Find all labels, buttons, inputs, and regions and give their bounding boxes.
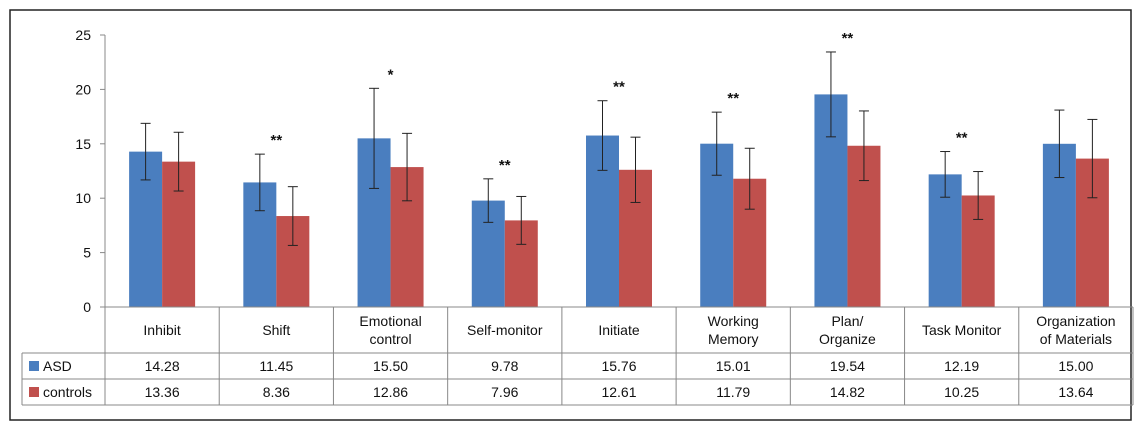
- data-table-value: 11.79: [716, 384, 750, 400]
- category-label: Shift: [262, 322, 290, 338]
- category-label: Organize: [819, 331, 876, 347]
- chart-border: [9, 9, 1132, 421]
- data-table-value: 13.64: [1058, 384, 1093, 400]
- category-label: control: [370, 331, 412, 347]
- error-bars: [140, 51, 1098, 246]
- category-label: Working: [708, 313, 759, 329]
- legend-label: ASD: [43, 358, 72, 374]
- data-table-value: 7.96: [491, 384, 518, 400]
- y-tick-label: 10: [75, 190, 91, 206]
- data-table-value: 12.86: [373, 384, 408, 400]
- data-table: Inhibit Shift Emotional control Self-monitor…: [21, 306, 1134, 406]
- category-label: Self-monitor: [467, 322, 543, 338]
- y-tick-label: 15: [75, 136, 91, 152]
- legend-swatch-controls: [29, 387, 39, 397]
- category-label: of Materials: [1040, 331, 1112, 347]
- data-table-value: 15.01: [716, 358, 751, 374]
- category-label: Organization: [1036, 313, 1115, 329]
- category-label: Plan/: [831, 313, 863, 329]
- data-table-value: 12.19: [944, 358, 979, 374]
- data-table-value: 10.25: [944, 384, 979, 400]
- data-table-value: 14.28: [145, 358, 180, 374]
- significance-mark: **: [727, 90, 739, 107]
- data-table-value: 12.61: [601, 384, 636, 400]
- legend-label: controls: [43, 384, 92, 400]
- data-table-value: 15.00: [1058, 358, 1093, 374]
- y-tick-label: 25: [75, 27, 91, 43]
- significance-mark: *: [388, 66, 394, 83]
- data-table-value: 19.54: [830, 358, 865, 374]
- data-table-value: 14.82: [830, 384, 865, 400]
- y-tick-label: 20: [75, 81, 91, 97]
- category-label: Emotional: [359, 313, 421, 329]
- axes: 0 5 10 15 20 25: [75, 27, 106, 315]
- data-table-value: 11.45: [259, 358, 293, 374]
- category-label: Task Monitor: [922, 322, 1002, 338]
- data-table-value: 13.36: [145, 384, 180, 400]
- category-label: Initiate: [598, 322, 639, 338]
- data-table-value: 9.78: [491, 358, 518, 374]
- bars: [129, 94, 1109, 307]
- y-tick-label: 0: [83, 299, 91, 315]
- significance-mark: **: [842, 30, 854, 47]
- significance-marks: *************: [270, 30, 967, 174]
- data-table-value: 15.50: [373, 358, 408, 374]
- significance-mark: **: [956, 130, 968, 147]
- legend-swatch-asd: [29, 361, 39, 371]
- significance-mark: **: [613, 79, 625, 96]
- data-table-value: 8.36: [263, 384, 290, 400]
- category-label: Memory: [708, 331, 759, 347]
- y-tick-label: 5: [83, 245, 91, 261]
- category-label: Inhibit: [143, 322, 180, 338]
- significance-mark: **: [270, 132, 282, 149]
- significance-mark: **: [499, 157, 511, 174]
- data-table-value: 15.76: [601, 358, 636, 374]
